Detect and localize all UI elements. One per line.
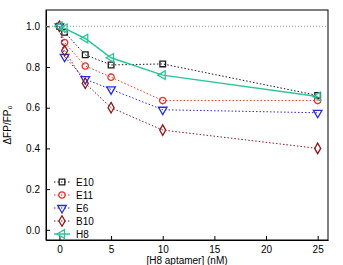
data-area bbox=[46, 21, 328, 154]
frame bbox=[46, 10, 328, 240]
x-tick-mark bbox=[266, 236, 267, 240]
marker bbox=[82, 63, 88, 69]
marker bbox=[62, 45, 68, 56]
y-tick-label: 0.2 bbox=[26, 184, 40, 195]
y-axis: 0.0 0.2 0.4 0.6 0.8 1.0 bbox=[26, 11, 50, 241]
plot: 0 5 10 15 20 25 0.0 0.2 0.4 0.6 0.8 1.0 E10 E11 E6 B10 H… bbox=[26, 10, 328, 255]
marker bbox=[107, 87, 116, 94]
x-tick-mark bbox=[163, 236, 164, 240]
marker bbox=[82, 78, 88, 89]
y-tick: 0.4 bbox=[26, 143, 50, 154]
marker bbox=[158, 71, 165, 80]
legend-symbol bbox=[59, 179, 65, 185]
x-tick-mark bbox=[214, 236, 215, 240]
marker bbox=[60, 24, 67, 33]
marker bbox=[108, 102, 114, 113]
x-tick-label: 15 bbox=[209, 244, 221, 255]
y-tick-label: 0.4 bbox=[26, 143, 40, 154]
marker bbox=[106, 54, 113, 63]
x-axis-title: [H8 aptamer] (nM) bbox=[146, 255, 227, 265]
legend-label: B10 bbox=[76, 216, 94, 227]
marker bbox=[315, 143, 321, 154]
series-line bbox=[59, 26, 317, 100]
marker bbox=[160, 61, 166, 67]
x-tick: 0 bbox=[57, 236, 63, 255]
x-tick-label: 10 bbox=[158, 244, 170, 255]
marker bbox=[80, 34, 87, 43]
legend-label: E6 bbox=[76, 203, 89, 214]
y-tick-label: 0.0 bbox=[26, 225, 40, 236]
series-line bbox=[59, 26, 317, 113]
marker bbox=[313, 92, 320, 101]
legend: E10 E11 E6 B10 H8 bbox=[54, 177, 94, 240]
marker bbox=[313, 110, 322, 117]
y-tick-label: 1.0 bbox=[26, 21, 40, 32]
legend-symbol bbox=[57, 230, 64, 239]
x-tick-label: 0 bbox=[57, 244, 63, 255]
marker bbox=[82, 52, 88, 58]
legend-item: E6 bbox=[54, 203, 89, 214]
legend-label: H8 bbox=[76, 229, 89, 240]
legend-item: B10 bbox=[54, 216, 94, 227]
legend-item: H8 bbox=[54, 229, 89, 240]
x-tick: 10 bbox=[158, 236, 170, 255]
x-tick-label: 20 bbox=[261, 244, 273, 255]
x-tick: 5 bbox=[109, 236, 115, 255]
x-axis-line bbox=[47, 240, 329, 241]
y-tick-mark bbox=[46, 148, 50, 149]
y-tick: 0.8 bbox=[26, 62, 50, 73]
y-axis-title: ΔFP/FP₀ bbox=[2, 105, 13, 144]
marker bbox=[160, 97, 166, 103]
legend-symbol bbox=[58, 206, 67, 213]
legend-symbol bbox=[59, 216, 65, 227]
chart: 0 5 10 15 20 25 0.0 0.2 0.4 0.6 0.8 1.0 E10 E11 E6 B10 H… bbox=[0, 0, 343, 265]
x-tick-label: 25 bbox=[313, 244, 325, 255]
x-tick: 15 bbox=[209, 236, 221, 255]
marker bbox=[108, 62, 114, 68]
legend-item: E11 bbox=[54, 190, 93, 201]
x-tick: 20 bbox=[261, 236, 273, 255]
y-tick: 0.0 bbox=[26, 225, 50, 236]
series-line bbox=[59, 26, 317, 96]
legend-item: E10 bbox=[54, 177, 94, 188]
x-tick-label: 5 bbox=[109, 244, 115, 255]
legend-label: E10 bbox=[76, 177, 94, 188]
marker bbox=[108, 74, 114, 80]
legend-label: E11 bbox=[76, 190, 93, 201]
y-tick-mark bbox=[46, 189, 50, 190]
y-tick-mark bbox=[46, 108, 50, 109]
x-axis: 0 5 10 15 20 25 bbox=[47, 236, 329, 255]
legend-line bbox=[54, 182, 70, 183]
legend-line bbox=[54, 221, 70, 222]
series-line bbox=[59, 26, 317, 148]
x-tick-mark bbox=[318, 236, 319, 240]
legend-line bbox=[54, 208, 70, 209]
legend-line bbox=[54, 195, 70, 196]
y-tick: 0.2 bbox=[26, 184, 50, 195]
x-tick: 25 bbox=[313, 236, 325, 255]
y-tick-mark bbox=[46, 230, 50, 231]
reference-line bbox=[46, 26, 328, 27]
y-tick-label: 0.8 bbox=[26, 62, 40, 73]
y-axis-line bbox=[46, 11, 47, 241]
marker bbox=[160, 125, 166, 136]
legend-symbol bbox=[59, 192, 65, 198]
series-line bbox=[59, 26, 317, 95]
x-tick-mark bbox=[111, 236, 112, 240]
y-tick: 0.6 bbox=[26, 102, 50, 113]
y-tick-label: 0.6 bbox=[26, 102, 40, 113]
marker bbox=[158, 107, 167, 114]
y-tick-mark bbox=[46, 67, 50, 68]
